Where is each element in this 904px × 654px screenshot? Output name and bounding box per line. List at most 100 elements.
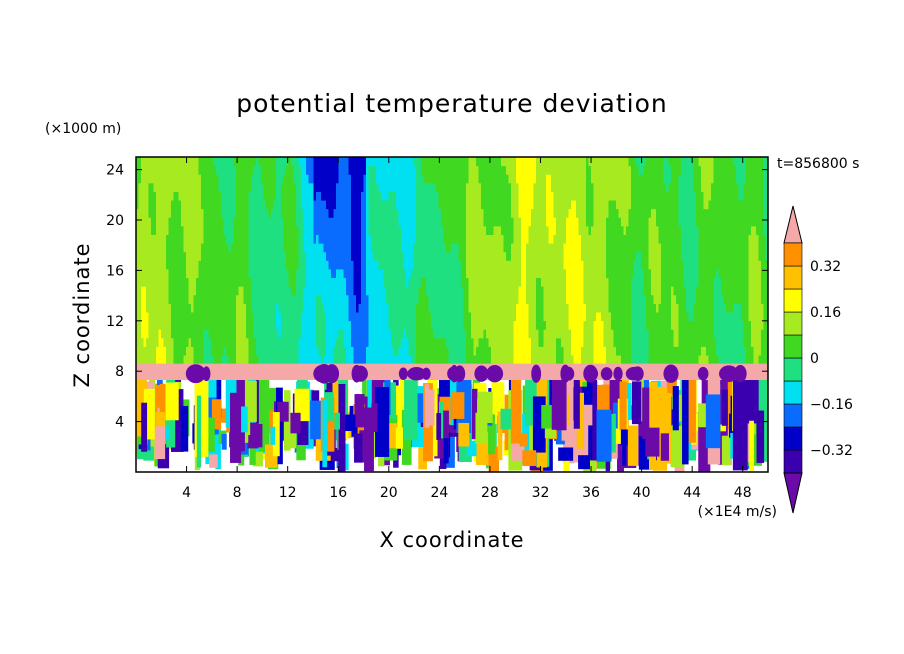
upper-cell <box>656 346 659 356</box>
upper-cell <box>536 208 539 218</box>
upper-cell <box>513 191 517 201</box>
upper-cell <box>453 337 457 347</box>
upper-cell <box>176 234 179 244</box>
upper-cell <box>363 251 367 261</box>
upper-cell <box>498 165 502 175</box>
upper-cell <box>441 174 444 184</box>
upper-cell <box>248 277 252 287</box>
upper-cell <box>381 191 384 201</box>
upper-cell <box>623 294 627 304</box>
upper-cell <box>248 260 252 270</box>
upper-cell <box>648 286 652 296</box>
upper-cell <box>216 208 219 218</box>
upper-cell <box>486 268 489 279</box>
upper-cell <box>441 337 444 347</box>
upper-cell <box>506 320 509 330</box>
upper-cell <box>156 329 159 339</box>
upper-cell <box>493 191 497 201</box>
upper-cell <box>433 217 437 227</box>
upper-cell <box>561 311 564 322</box>
upper-cell <box>233 208 237 218</box>
upper-cell <box>246 294 249 304</box>
upper-cell <box>413 200 417 210</box>
upper-cell <box>336 329 339 339</box>
upper-cell <box>536 277 539 287</box>
upper-cell <box>466 303 469 313</box>
upper-cell <box>243 260 247 270</box>
upper-cell <box>293 286 297 296</box>
upper-cell <box>576 320 579 330</box>
upper-cell <box>603 182 607 192</box>
upper-cell <box>406 217 409 227</box>
upper-cell <box>166 191 169 201</box>
upper-cell <box>466 337 469 347</box>
upper-cell <box>351 200 354 210</box>
upper-cell <box>488 337 492 347</box>
upper-cell <box>633 355 637 365</box>
upper-cell <box>573 191 577 201</box>
upper-cell <box>401 346 404 356</box>
upper-cell <box>443 311 447 322</box>
upper-cell <box>258 355 262 365</box>
upper-cell <box>471 243 474 253</box>
upper-cell <box>483 303 487 313</box>
upper-cell <box>341 337 344 347</box>
upper-cell <box>226 157 229 167</box>
upper-cell <box>318 157 322 167</box>
upper-cell <box>261 329 264 339</box>
upper-cell <box>476 329 479 339</box>
upper-cell <box>596 260 599 270</box>
upper-cell <box>526 337 529 347</box>
upper-cell <box>241 234 244 244</box>
upper-cell <box>433 243 437 253</box>
upper-cell <box>403 234 407 244</box>
upper-cell <box>416 260 419 270</box>
upper-cell <box>388 217 392 227</box>
upper-cell <box>618 329 622 339</box>
upper-cell <box>271 191 274 201</box>
upper-cell <box>311 286 314 296</box>
upper-cell <box>531 355 534 365</box>
upper-cell <box>248 286 252 296</box>
upper-cell <box>586 277 589 287</box>
upper-cell <box>298 174 302 184</box>
upper-cell <box>406 311 409 322</box>
upper-cell <box>478 294 482 304</box>
upper-cell <box>573 165 577 175</box>
upper-cell <box>401 329 404 339</box>
upper-cell <box>406 234 409 244</box>
upper-cell <box>193 200 197 210</box>
upper-cell <box>638 182 642 192</box>
upper-cell <box>623 208 627 218</box>
upper-cell <box>411 174 414 184</box>
upper-cell <box>336 165 339 175</box>
upper-cell <box>428 294 432 304</box>
upper-cell <box>608 243 612 253</box>
upper-cell <box>338 217 342 227</box>
upper-cell <box>243 320 247 330</box>
upper-cell <box>211 157 214 167</box>
upper-cell <box>496 217 499 227</box>
upper-cell <box>316 311 319 322</box>
upper-cell <box>186 157 189 167</box>
upper-cell <box>151 191 154 201</box>
upper-cell <box>603 346 607 356</box>
upper-cell <box>411 320 414 330</box>
upper-cell <box>391 217 394 227</box>
upper-cell <box>323 286 327 296</box>
upper-cell <box>638 225 642 235</box>
upper-cell <box>586 234 589 244</box>
upper-cell <box>418 329 422 339</box>
upper-cell <box>561 329 564 339</box>
upper-cell <box>598 208 602 218</box>
upper-cell <box>188 268 192 279</box>
upper-cell <box>261 182 264 192</box>
upper-cell <box>196 346 199 356</box>
upper-cell <box>238 329 242 339</box>
upper-cell <box>621 182 624 192</box>
upper-cell <box>268 165 272 175</box>
upper-cell <box>201 268 204 279</box>
upper-cell <box>428 320 432 330</box>
upper-cell <box>286 243 289 253</box>
upper-cell <box>411 200 414 210</box>
